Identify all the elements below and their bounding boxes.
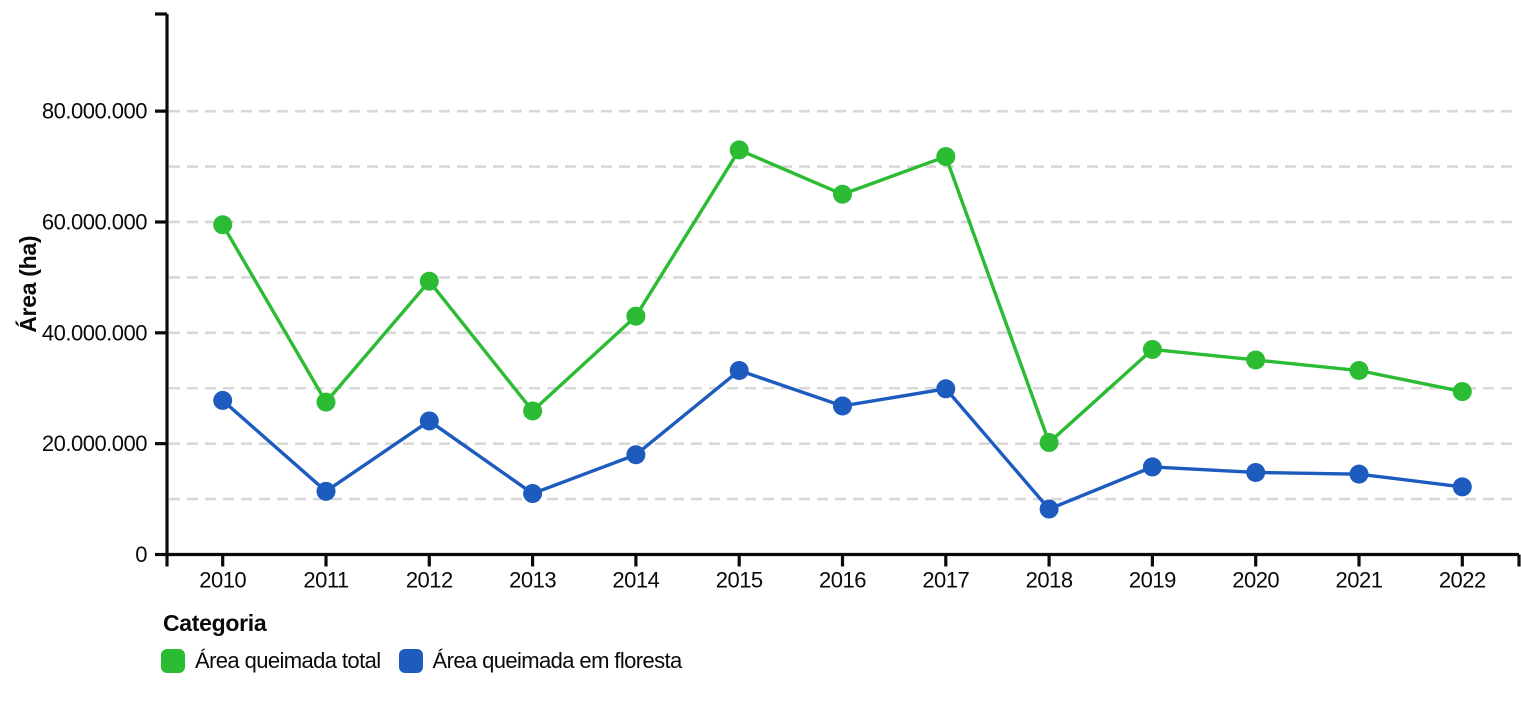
x-tick-label: 2013 [509, 568, 556, 593]
data-point [729, 140, 749, 160]
legend-label: Área queimada em floresta [432, 648, 683, 673]
data-point [213, 215, 233, 235]
x-tick-label: 2022 [1439, 568, 1486, 593]
data-point [523, 401, 543, 421]
axes [155, 12, 1521, 567]
legend-item: Área queimada em floresta [398, 648, 683, 674]
data-point [419, 411, 439, 431]
legend-item: Área queimada total [161, 648, 381, 674]
x-tick-label: 2011 [303, 568, 349, 593]
data-point [1452, 382, 1472, 402]
data-point [213, 390, 233, 410]
data-point [316, 481, 336, 501]
data-point [833, 184, 852, 204]
data-point [523, 484, 543, 504]
legend-swatch-icon [398, 649, 423, 673]
series-line [220, 368, 1465, 511]
data-point [1349, 464, 1369, 484]
series-1 [213, 361, 1472, 519]
legend-title: Categoria [163, 610, 267, 636]
x-tick-label: 2015 [716, 568, 763, 593]
x-tick-label: 2016 [819, 568, 866, 593]
data-point [1246, 462, 1266, 482]
y-gridlines [169, 109, 1516, 501]
legend: Categoria Área queimada total Área queima… [161, 610, 700, 674]
x-tick-label: 2019 [1129, 568, 1176, 593]
legend-items: Área queimada total Área queimada em flor… [161, 648, 700, 674]
series-0 [213, 140, 1472, 453]
data-point [1142, 457, 1162, 477]
data-point [626, 445, 646, 465]
x-tick-label: 2014 [612, 568, 659, 593]
data-point [833, 396, 852, 416]
y-tick-label: 80.000.000 [42, 99, 147, 124]
y-tick-label: 0 [135, 542, 147, 567]
y-axis-ticks: 0 20.000.000 40.000.000 60.000.000 80.000.00… [42, 99, 167, 567]
data-point [1452, 477, 1472, 497]
legend-swatch-icon [161, 649, 185, 673]
data-point [626, 306, 646, 326]
x-tick-label: 2017 [922, 568, 969, 593]
x-tick-label: 2012 [406, 568, 453, 593]
y-axis-title: Área (ha) [14, 236, 41, 333]
data-point [1142, 339, 1162, 359]
y-tick-label: 60.000.000 [42, 209, 147, 234]
data-point [1246, 350, 1266, 370]
data-point [316, 392, 336, 412]
data-point [1039, 499, 1059, 519]
y-tick-label: 20.000.000 [42, 431, 147, 456]
y-tick-label: 40.000.000 [42, 320, 147, 345]
data-point [1039, 433, 1059, 453]
legend-label: Área queimada total [195, 648, 381, 673]
data-point [936, 147, 956, 167]
line-chart-canvas: 0 20.000.000 40.000.000 60.000.000 80.000.00… [14, 12, 1521, 593]
data-point [1349, 361, 1369, 381]
data-point [419, 271, 439, 291]
x-axis-ticks: 2010 2011 2012 2013 2014 2015 2016 2017 2018 2019… [199, 554, 1487, 593]
x-tick-label: 2021 [1336, 568, 1383, 593]
x-tick-label: 2020 [1232, 568, 1279, 593]
x-tick-label: 2010 [199, 568, 246, 593]
data-point [729, 361, 749, 381]
data-point [936, 379, 956, 399]
x-tick-label: 2018 [1026, 568, 1073, 593]
